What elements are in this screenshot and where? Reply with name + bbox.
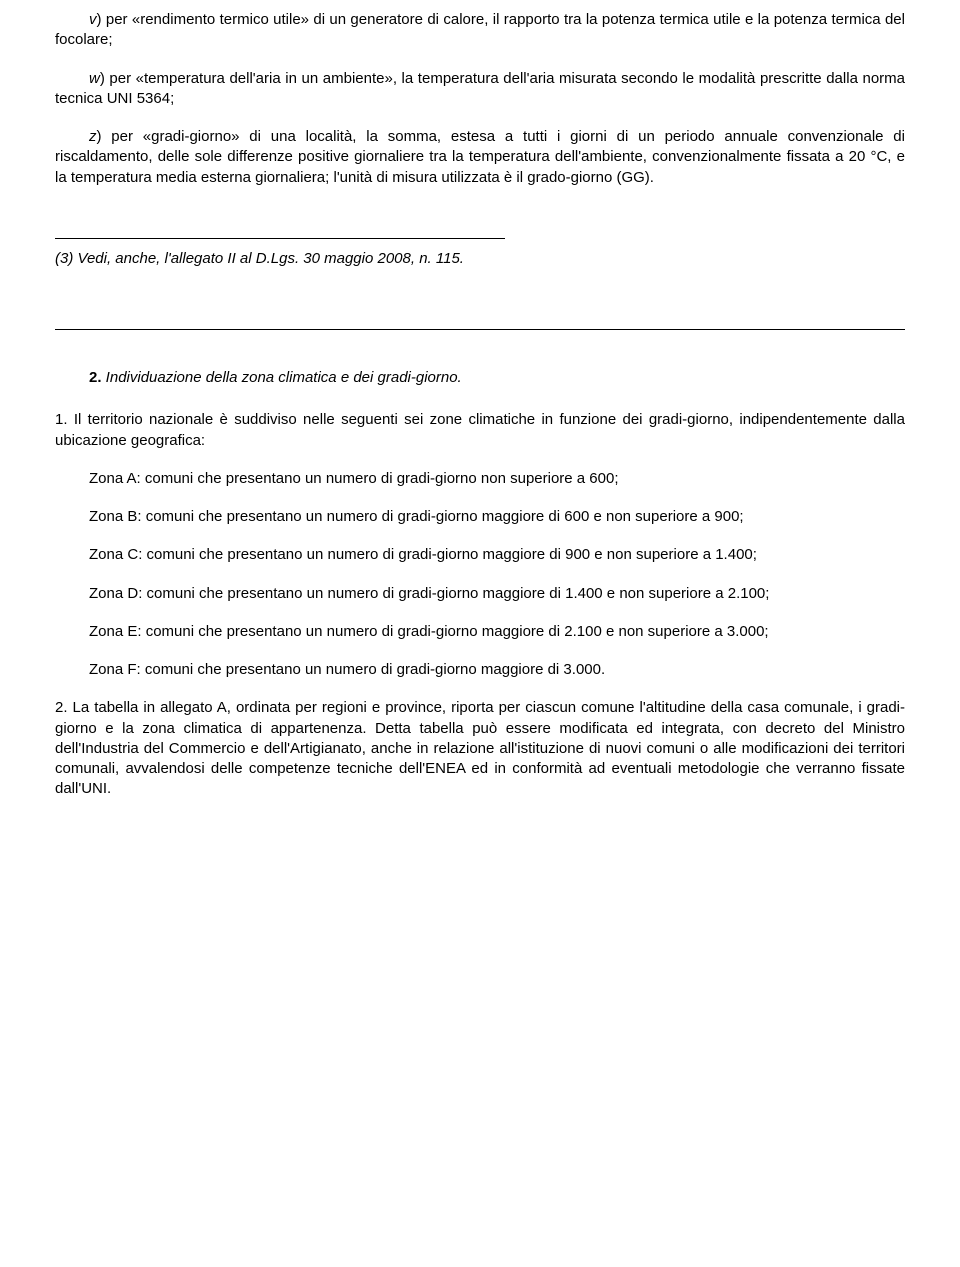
section-title: Individuazione della zona climatica e de… [102, 369, 462, 386]
definition-z-text: ) per «gradi-giorno» di una località, la… [55, 128, 905, 186]
zone-c: Zona C: comuni che presentano un numero … [55, 545, 905, 565]
definition-w-label: w [89, 70, 100, 87]
paragraph-2: 2. La tabella in allegato A, ordinata pe… [55, 698, 905, 799]
definition-w: w) per «temperatura dell'aria in un ambi… [55, 69, 905, 110]
zone-d: Zona D: comuni che presentano un numero … [55, 584, 905, 604]
definition-z-label: z [89, 128, 97, 145]
definition-v-label: v [89, 11, 97, 28]
footnote-separator [55, 238, 505, 239]
definition-w-text: ) per «temperatura dell'aria in un ambie… [55, 70, 905, 107]
zone-b: Zona B: comuni che presentano un numero … [55, 507, 905, 527]
zone-e: Zona E: comuni che presentano un numero … [55, 622, 905, 642]
definition-v: v) per «rendimento termico utile» di un … [55, 10, 905, 51]
section-number: 2. [89, 369, 102, 386]
definition-z: z) per «gradi-giorno» di una località, l… [55, 127, 905, 188]
paragraph-1-intro: 1. Il territorio nazionale è suddiviso n… [55, 410, 905, 451]
footnote-text: (3) Vedi, anche, l'allegato II al D.Lgs.… [55, 249, 905, 269]
zone-a: Zona A: comuni che presentano un numero … [55, 469, 905, 489]
zone-f: Zona F: comuni che presentano un numero … [55, 660, 905, 680]
section-heading: 2. Individuazione della zona climatica e… [55, 368, 905, 388]
section-separator [55, 329, 905, 330]
definition-v-text: ) per «rendimento termico utile» di un g… [55, 11, 905, 48]
